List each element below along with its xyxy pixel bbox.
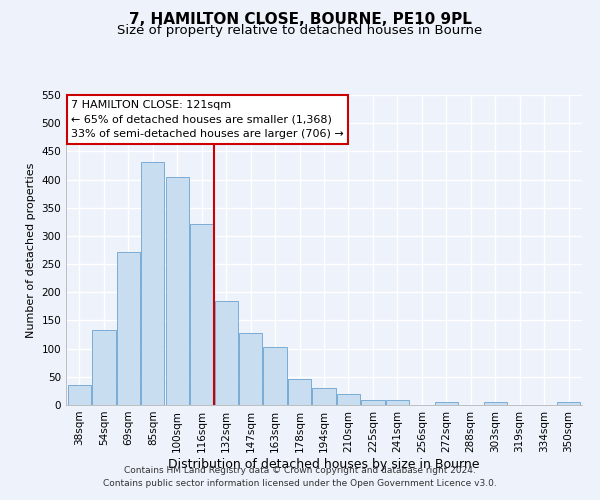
Text: 7, HAMILTON CLOSE, BOURNE, PE10 9PL: 7, HAMILTON CLOSE, BOURNE, PE10 9PL <box>128 12 472 28</box>
Bar <box>386 400 409 405</box>
Bar <box>263 347 287 405</box>
Bar <box>313 388 335 405</box>
Bar <box>141 162 164 405</box>
Bar <box>288 379 311 405</box>
Bar <box>215 302 238 405</box>
X-axis label: Distribution of detached houses by size in Bourne: Distribution of detached houses by size … <box>168 458 480 470</box>
Bar <box>166 176 189 405</box>
Bar <box>337 394 360 405</box>
Bar <box>484 402 507 405</box>
Y-axis label: Number of detached properties: Number of detached properties <box>26 162 36 338</box>
Bar <box>190 224 214 405</box>
Bar <box>239 334 262 405</box>
Text: Contains HM Land Registry data © Crown copyright and database right 2024.
Contai: Contains HM Land Registry data © Crown c… <box>103 466 497 487</box>
Bar <box>117 252 140 405</box>
Bar <box>361 400 385 405</box>
Bar <box>92 330 116 405</box>
Text: 7 HAMILTON CLOSE: 121sqm
← 65% of detached houses are smaller (1,368)
33% of sem: 7 HAMILTON CLOSE: 121sqm ← 65% of detach… <box>71 100 344 139</box>
Bar <box>68 386 91 405</box>
Bar <box>557 402 580 405</box>
Text: Size of property relative to detached houses in Bourne: Size of property relative to detached ho… <box>118 24 482 37</box>
Bar <box>434 402 458 405</box>
